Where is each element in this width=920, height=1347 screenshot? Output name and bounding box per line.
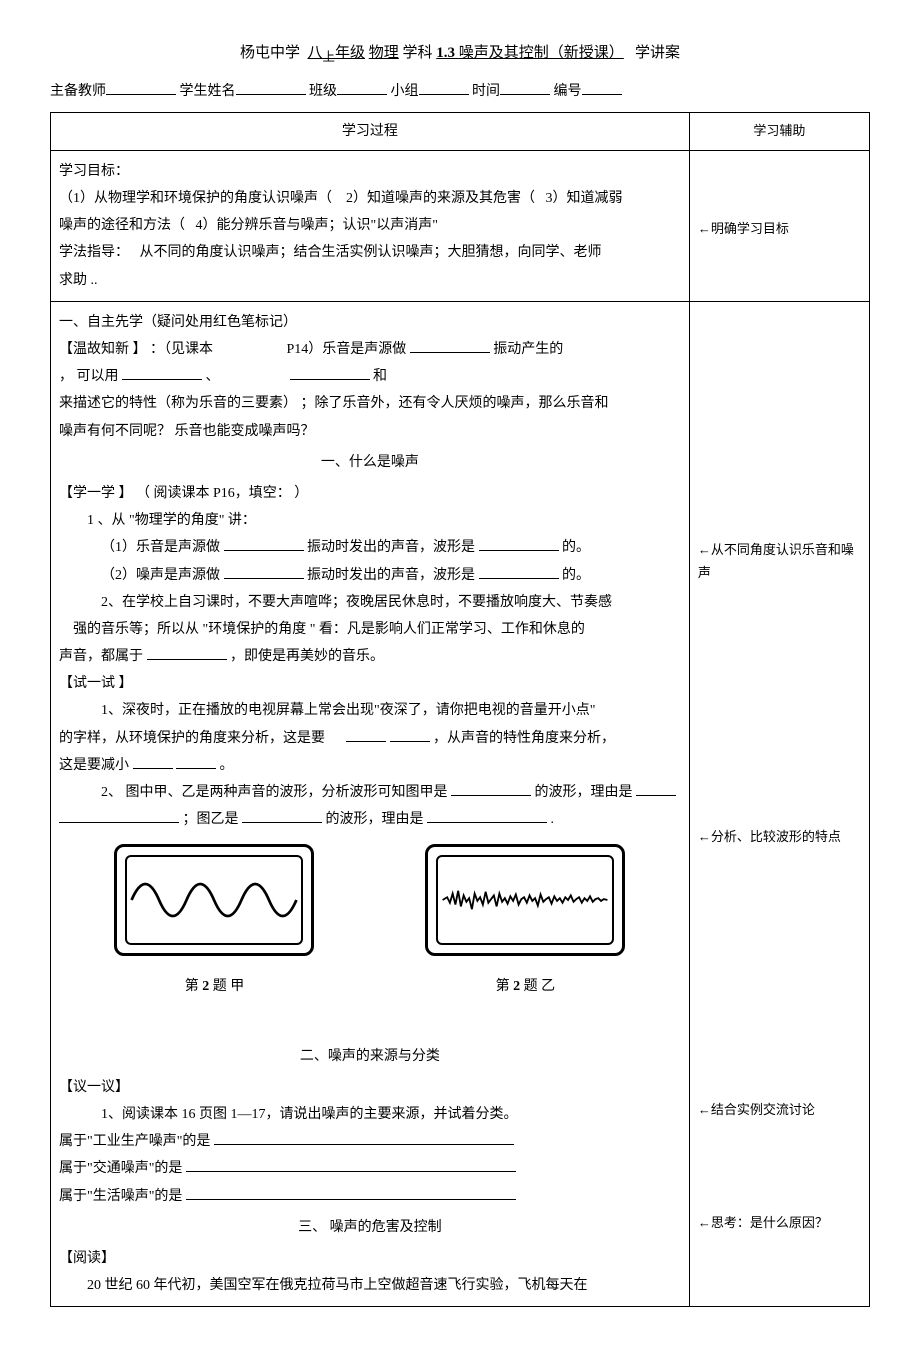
help1: ←明确学习目标 — [698, 217, 861, 240]
scope-noise — [425, 844, 625, 956]
lesson-code: 1.3 — [436, 45, 455, 61]
label-time: 时间 — [472, 84, 500, 99]
d4: 属于"生活噪声"的是 — [59, 1184, 681, 1209]
heading-source: 二、噪声的来源与分类 — [59, 1044, 681, 1069]
blank — [451, 782, 531, 796]
caption-2: 第 2 题 乙 — [496, 974, 556, 999]
blank — [290, 366, 370, 380]
subject: 物理 — [369, 45, 399, 61]
cell-help1: ←明确学习目标 — [689, 150, 869, 301]
blank — [410, 339, 490, 353]
item1: 1 、从 "物理学的角度" 讲： — [59, 508, 681, 533]
blank-number — [582, 81, 622, 95]
try-label: 【试一试 】 — [59, 671, 681, 696]
review-line2: ， 可以用 、 和 — [59, 364, 681, 389]
help3: ←分析、比较波形的特点 — [698, 825, 861, 848]
label-group: 小组 — [391, 84, 419, 99]
goals-line2: 噪声的途径和方法（ 4）能分辨乐音与噪声；认识"以声消声" — [59, 213, 681, 238]
main-table: 学习过程 学习辅助 学习目标： （1）从物理学和环境保护的角度认识噪声（ 2）知… — [50, 112, 870, 1308]
label-student-name: 学生姓名 — [180, 84, 236, 99]
try2a: 2、 图中甲、乙是两种声音的波形，分析波形可知图甲是 的波形，理由是 — [59, 780, 681, 805]
blank — [636, 782, 676, 796]
label-class: 班级 — [309, 84, 337, 99]
blank — [479, 565, 559, 579]
blank — [147, 646, 227, 660]
try1a: 1、深夜时，正在播放的电视屏幕上常会出现"夜深了，请你把电视的音量开小点" — [59, 698, 681, 723]
blank-student-name — [236, 81, 306, 95]
item2a: 2、在学校上自习课时，不要大声喧哗；夜晚居民休息时，不要播放响度大、节奏感 — [59, 590, 681, 615]
school-name: 杨屯中学 — [240, 45, 300, 61]
item1-2: （2）噪声是声源做 振动时发出的声音，波形是 的。 — [59, 563, 681, 588]
help2: ←从不同角度认识乐音和噪声 — [698, 538, 861, 585]
review-line4: 噪声有何不同呢？ 乐音也能变成噪声吗？ — [59, 419, 681, 444]
discuss-label: 【议一议】 — [59, 1075, 681, 1100]
blank — [214, 1131, 514, 1145]
help4: ←结合实例交流讨论 — [698, 1098, 861, 1121]
goals-line1: （1）从物理学和环境保护的角度认识噪声（ 2）知道噪声的来源及其危害（ 3）知道… — [59, 186, 681, 211]
item2c: 声音，都属于 ，即使是再美妙的音乐。 — [59, 644, 681, 669]
blank — [133, 755, 173, 769]
sine-wave-icon — [127, 855, 301, 945]
blank — [122, 366, 202, 380]
d1: 1、阅读课本 16 页图 1—17，请说出噪声的主要来源，并试着分类。 — [59, 1102, 681, 1127]
blank — [427, 809, 547, 823]
blank — [479, 537, 559, 551]
subject-suffix: 学科 — [403, 45, 433, 61]
label-number: 编号 — [554, 84, 582, 99]
grade-suffix: 年级 — [335, 45, 365, 61]
blank — [224, 537, 304, 551]
label-prep-teacher: 主备教师 — [50, 84, 106, 99]
read-text: 20 世纪 60 年代初，美国空军在俄克拉荷马市上空做超音速飞行实验，飞机每天在 — [59, 1273, 681, 1298]
section1-title: 一、自主先学（疑问处用红色笔标记） — [59, 310, 681, 335]
item1-1: （1）乐音是声源做 振动时发出的声音，波形是 的。 — [59, 535, 681, 560]
blank — [186, 1186, 516, 1200]
review-line3: 来描述它的特性（称为乐音的三要素） ；除了乐音外，还有令人厌烦的噪声，那么乐音和 — [59, 391, 681, 416]
blank — [59, 809, 179, 823]
try1d: 这是要减小 。 — [59, 753, 681, 778]
goals-title: 学习目标： — [59, 159, 681, 184]
try2c: ；图乙是 的波形，理由是 . — [59, 807, 681, 832]
help5: ←思考：是什么原因？ — [698, 1211, 861, 1234]
blank-group — [419, 81, 469, 95]
cell-section1: 一、自主先学（疑问处用红色笔标记） 【温故知新 】 ：（见课本 P14）乐音是声… — [51, 301, 690, 1306]
blank — [186, 1158, 516, 1172]
review-line1: 【温故知新 】 ：（见课本 P14）乐音是声源做 振动产生的 — [59, 337, 681, 362]
try1b: 的字样，从环境保护的角度来分析，这是要 ，从声音的特性角度来分析， — [59, 726, 681, 751]
blank — [390, 728, 430, 742]
blank — [176, 755, 216, 769]
noise-wave-icon — [438, 855, 612, 945]
blank — [242, 809, 322, 823]
method-line2: 求助 .. — [59, 268, 681, 293]
sub-header: 主备教师 学生姓名 班级 小组 时间 编号 — [50, 75, 870, 112]
cell-goals: 学习目标： （1）从物理学和环境保护的角度认识噪声（ 2）知道噪声的来源及其危害… — [51, 150, 690, 301]
lesson-name: 噪声及其控制（新授课） — [459, 45, 624, 61]
scope-sine — [114, 844, 314, 956]
d2: 属于"工业生产噪声"的是 — [59, 1129, 681, 1154]
d3: 属于"交通噪声"的是 — [59, 1156, 681, 1181]
waveform-row — [59, 844, 681, 956]
learn-line: 【学一学 】 （ 阅读课本 P16，填空： ） — [59, 481, 681, 506]
method-line: 学法指导： 从不同的角度认识噪声；结合生活实例认识噪声；大胆猜想，向同学、老师 — [59, 240, 681, 265]
item2b: 强的音乐等；所以从 "环境保护的角度 " 看：凡是影响人们正常学习、工作和休息的 — [59, 617, 681, 642]
header-process: 学习过程 — [51, 112, 690, 150]
grade: 八 — [307, 45, 322, 61]
document-title: 杨屯中学 八上年级 物理 学科 1.3 噪声及其控制（新授课） 学讲案 — [50, 40, 870, 75]
grade-sub: 上 — [322, 50, 335, 64]
header-help: 学习辅助 — [689, 112, 869, 150]
doc-type: 学讲案 — [635, 45, 680, 61]
caption-row: 第 2 题 甲 第 2 题 乙 — [59, 974, 681, 999]
blank-prep-teacher — [106, 81, 176, 95]
blank-time — [500, 81, 550, 95]
blank-class — [337, 81, 387, 95]
heading-harm: 三、 噪声的危害及控制 — [59, 1215, 681, 1240]
read-label: 【阅读】 — [59, 1246, 681, 1271]
blank — [224, 565, 304, 579]
caption-1: 第 2 题 甲 — [185, 974, 245, 999]
heading-noise: 一、什么是噪声 — [59, 450, 681, 475]
blank — [346, 728, 386, 742]
cell-help-right: ←从不同角度认识乐音和噪声 ←分析、比较波形的特点 ←结合实例交流讨论 ←思考：… — [689, 301, 869, 1306]
